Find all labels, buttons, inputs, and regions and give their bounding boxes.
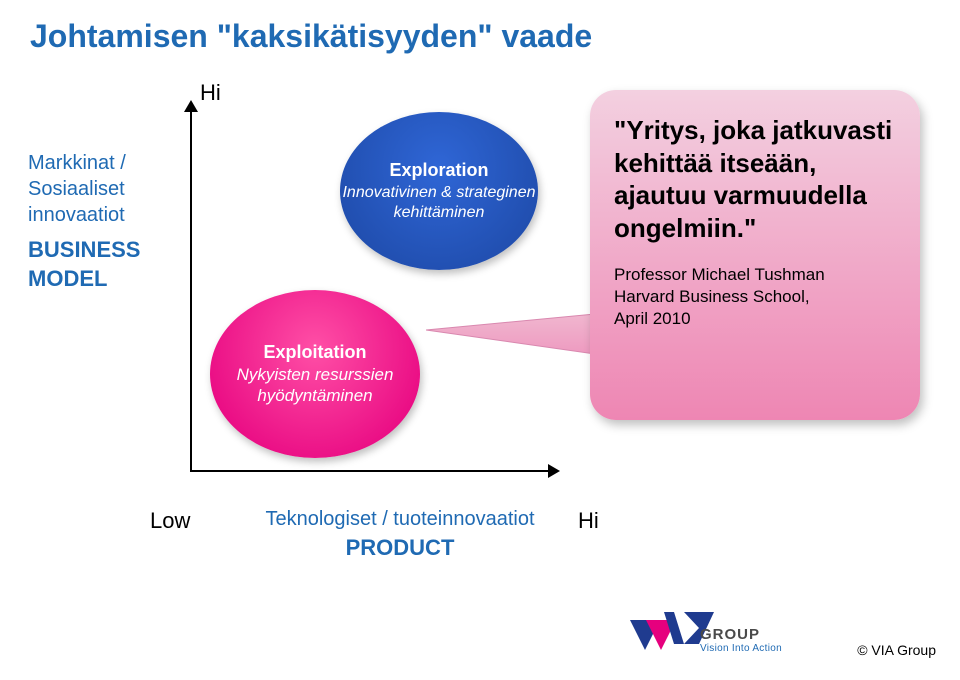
exploitation-subtext: Nykyisten resurssien hyödyntäminen	[210, 365, 420, 406]
slide-root: Johtamisen "kaksikätisyyden" vaade Hi Ma…	[0, 0, 960, 680]
logo-brand: GROUP	[700, 626, 760, 643]
callout-tail	[426, 312, 616, 382]
quote-text: "Yritys, joka jatkuvasti kehittää itseää…	[614, 114, 898, 244]
quote-attr-line: April 2010	[614, 308, 898, 330]
copyright-text: © VIA Group	[857, 642, 936, 658]
x-axis-high-label: Hi	[578, 508, 599, 534]
y-axis-line	[190, 110, 192, 470]
y-axis-high-label: Hi	[200, 80, 221, 106]
y-axis-sublabel: BUSINESS MODEL	[28, 236, 188, 293]
logo-tagline: Vision Into Action	[700, 643, 782, 654]
x-axis-label: Teknologiset / tuoteinnovaatiot	[230, 508, 570, 531]
x-axis-line	[190, 470, 550, 472]
y-axis-label-line: innovaatiot	[28, 202, 188, 228]
quote-attr-line: Professor Michael Tushman	[614, 264, 898, 286]
exploration-header: Exploration	[389, 160, 488, 181]
y-axis-label-line: Markkinat /	[28, 150, 188, 176]
exploitation-header: Exploitation	[264, 342, 367, 363]
callout-tail-shape	[426, 312, 616, 357]
y-axis-label: Markkinat / Sosiaaliset innovaatiot BUSI…	[28, 150, 188, 293]
x-axis-low-label: Low	[150, 508, 190, 534]
exploration-ellipse: Exploration Innovativinen & strateginen …	[340, 112, 538, 270]
exploitation-ellipse: Exploitation Nykyisten resurssien hyödyn…	[210, 290, 420, 458]
quote-callout: "Yritys, joka jatkuvasti kehittää itseää…	[590, 90, 920, 420]
exploration-subtext: Innovativinen & strateginen kehittäminen	[340, 183, 538, 221]
slide-title: Johtamisen "kaksikätisyyden" vaade	[30, 18, 592, 55]
quote-attribution: Professor Michael Tushman Harvard Busine…	[614, 264, 898, 330]
x-axis-sublabel: PRODUCT	[230, 535, 570, 561]
y-axis-label-line: Sosiaaliset	[28, 176, 188, 202]
quote-attr-line: Harvard Business School,	[614, 286, 898, 308]
via-logo-text: GROUP Vision Into Action	[700, 626, 782, 654]
